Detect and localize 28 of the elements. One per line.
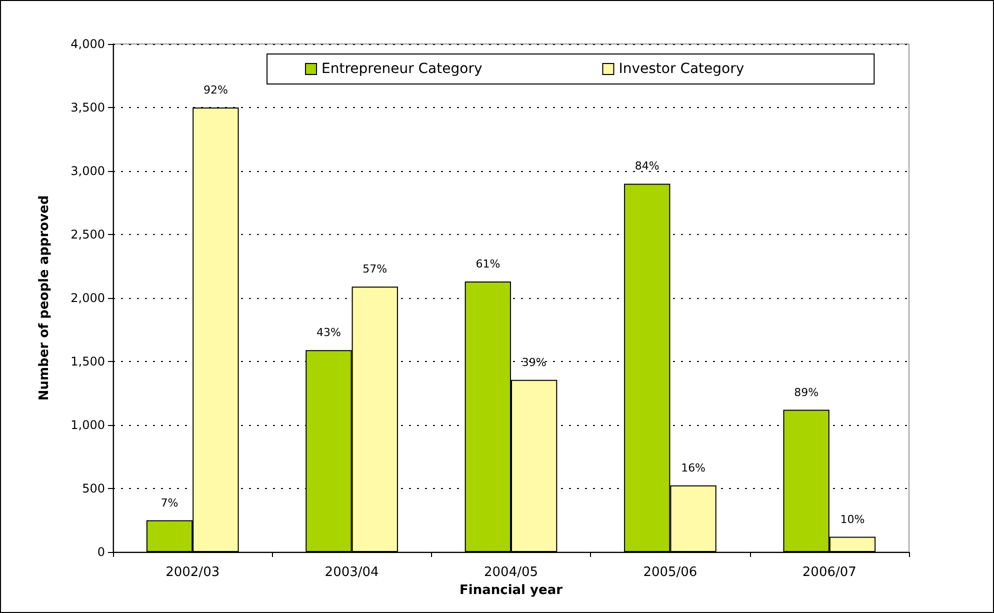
y-tick-label: 4,000 [70, 37, 105, 51]
annotation: 39% [522, 356, 546, 369]
annotation: 61% [476, 257, 500, 270]
annotation: 10% [840, 512, 865, 526]
annotation: 92% [203, 84, 228, 96]
y-tick-label: 0 [97, 545, 105, 559]
y-tick-label: 3,500 [70, 100, 105, 114]
annotation: 43% [316, 326, 341, 340]
x-tick-label: 2004/05 [484, 565, 538, 580]
annotation: 57% [362, 262, 388, 276]
annotation: 84% [634, 160, 660, 173]
x-axis-title: Financial year [459, 583, 564, 598]
annotation: 89% [794, 386, 819, 399]
legend-label: Entrepreneur Category [322, 61, 482, 77]
y-tick-label: 2,000 [70, 291, 105, 305]
y-tick-label: 500 [82, 482, 105, 496]
x-tick-label: 2005/06 [643, 565, 698, 580]
y-tick-label: 2,500 [70, 228, 105, 242]
y-tick-label: 3,000 [70, 164, 105, 178]
y-tick-label: 1,500 [70, 354, 105, 368]
x-tick-label: 2003/04 [324, 565, 379, 580]
y-axis-title: Number of people approved [37, 195, 52, 401]
legend-label: Investor Category [618, 61, 744, 77]
x-tick-label: 2006/07 [802, 565, 856, 580]
annotation: 16% [681, 461, 706, 474]
x-tick-label: 2002/03 [166, 565, 220, 580]
annotation: 7% [160, 496, 178, 510]
y-tick-label: 1,000 [70, 418, 105, 432]
